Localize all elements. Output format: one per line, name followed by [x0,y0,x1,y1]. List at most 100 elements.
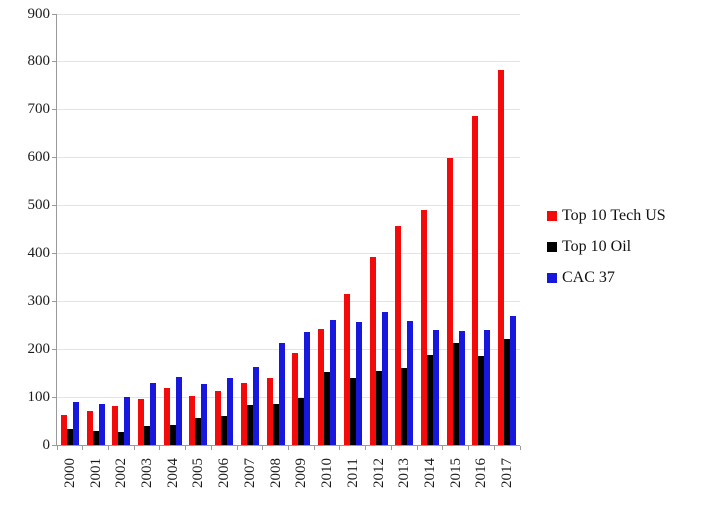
bar-cac-37-2001 [98,404,105,445]
bar-top-10-oil-2014 [426,355,433,445]
bar-cac-37-2002 [124,397,131,445]
bar-top-10-tech-us-2002 [112,406,119,445]
legend-label: Top 10 Tech US [562,207,666,224]
x-axis-tick-label: 2011 [344,458,361,488]
x-axis-tick-label: 2004 [164,458,181,488]
bar-top-10-oil-2005 [195,418,202,445]
legend-label: Top 10 Oil [562,238,632,255]
x-axis-tick-label: 2012 [370,458,387,488]
x-axis-tick [416,446,418,450]
legend-item-top-10-oil: Top 10 Oil [547,238,666,256]
bar-top-10-oil-2015 [452,343,459,445]
x-axis-tick [56,446,58,450]
bar-top-10-oil-2016 [478,356,485,445]
x-axis-tick [339,446,341,450]
legend-label: CAC 37 [562,269,615,286]
bar-top-10-tech-us-2015 [446,158,453,445]
bar-top-10-oil-2004 [169,425,176,445]
x-axis-tick [468,446,470,450]
x-axis-tick-label: 2006 [216,458,233,488]
x-axis-tick [236,446,238,450]
bar-cac-37-2003 [150,383,157,445]
bar-top-10-oil-2000 [66,429,73,445]
bar-cac-37-2012 [381,312,388,445]
x-axis-tick [133,446,135,450]
y-axis-tick-label: 500 [27,197,51,214]
bar-top-10-tech-us-2001 [86,411,93,445]
bar-top-10-tech-us-2008 [266,378,273,445]
bar-top-10-tech-us-2010 [318,329,325,445]
y-axis-tick [52,444,57,446]
legend-swatch-top-10-oil [547,242,557,252]
gridline [57,61,520,63]
x-axis-tick-label: 2003 [139,458,156,488]
gridline [57,348,520,350]
y-axis-tick [52,13,57,15]
y-axis-tick-label: 100 [27,388,51,405]
bar-cac-37-2008 [278,343,285,445]
legend: Top 10 Tech US Top 10 Oil CAC 37 [547,207,666,287]
bar-top-10-oil-2001 [92,431,99,445]
x-axis-tick-label: 2002 [113,458,130,488]
bar-top-10-oil-2002 [118,432,125,445]
x-axis-tick-label: 2013 [396,458,413,488]
y-axis-tick-label: 800 [27,53,51,70]
bar-cac-37-2007 [252,367,259,445]
bar-top-10-oil-2011 [349,378,356,445]
y-axis-tick [52,157,57,159]
bar-top-10-oil-2010 [324,372,331,445]
legend-swatch-cac-37 [547,273,557,283]
y-axis-tick [52,109,57,111]
x-axis-tick-label: 2016 [473,458,490,488]
x-axis-tick [159,446,161,450]
y-axis-tick-label: 900 [27,5,51,22]
bar-top-10-oil-2009 [298,398,305,445]
gridline [57,205,520,207]
gridline [57,396,520,398]
bar-cac-37-2004 [175,377,182,445]
y-axis-tick-label: 300 [27,292,51,309]
y-axis-tick-label: 600 [27,149,51,166]
x-axis-tick [185,446,187,450]
bar-cac-37-2010 [330,320,337,445]
gridline [57,300,520,302]
bar-cac-37-2000 [72,402,79,445]
legend-item-cac-37: CAC 37 [547,269,666,287]
bar-cac-37-2015 [458,331,465,445]
x-axis-tick [365,446,367,450]
bar-cac-37-2016 [484,330,491,445]
bar-cac-37-2014 [432,330,439,445]
bar-top-10-tech-us-2000 [60,415,67,445]
bar-cac-37-2009 [304,332,311,445]
x-axis-tick-label: 2015 [447,458,464,488]
x-axis-tick [313,446,315,450]
x-axis-tick-label: 2008 [267,458,284,488]
bar-cac-37-2013 [407,321,414,445]
y-axis-tick [52,61,57,63]
y-axis-tick-label: 400 [27,244,51,261]
bar-top-10-tech-us-2011 [343,294,350,445]
gridline [57,252,520,254]
bar-top-10-oil-2012 [375,371,382,445]
gridline [57,13,520,15]
bar-top-10-tech-us-2016 [472,116,479,445]
bar-top-10-tech-us-2005 [189,396,196,445]
gridline [57,109,520,111]
x-axis-tick-label: 2007 [241,458,258,488]
bar-top-10-tech-us-2012 [369,257,376,445]
bar-top-10-oil-2006 [221,416,228,445]
x-axis-tick-label: 2017 [499,458,516,488]
bar-cac-37-2005 [201,384,208,445]
bar-top-10-oil-2003 [144,426,151,445]
bar-top-10-tech-us-2003 [138,399,145,445]
x-axis-tick [390,446,392,450]
bar-top-10-oil-2008 [272,404,279,445]
x-axis-tick [493,446,495,450]
legend-swatch-top-10-tech-us [547,211,557,221]
x-axis-tick [442,446,444,450]
x-axis-tick-label: 2010 [319,458,336,488]
x-axis-tick-label: 2001 [87,458,104,488]
y-axis-tick [52,348,57,350]
bar-top-10-tech-us-2009 [292,353,299,445]
